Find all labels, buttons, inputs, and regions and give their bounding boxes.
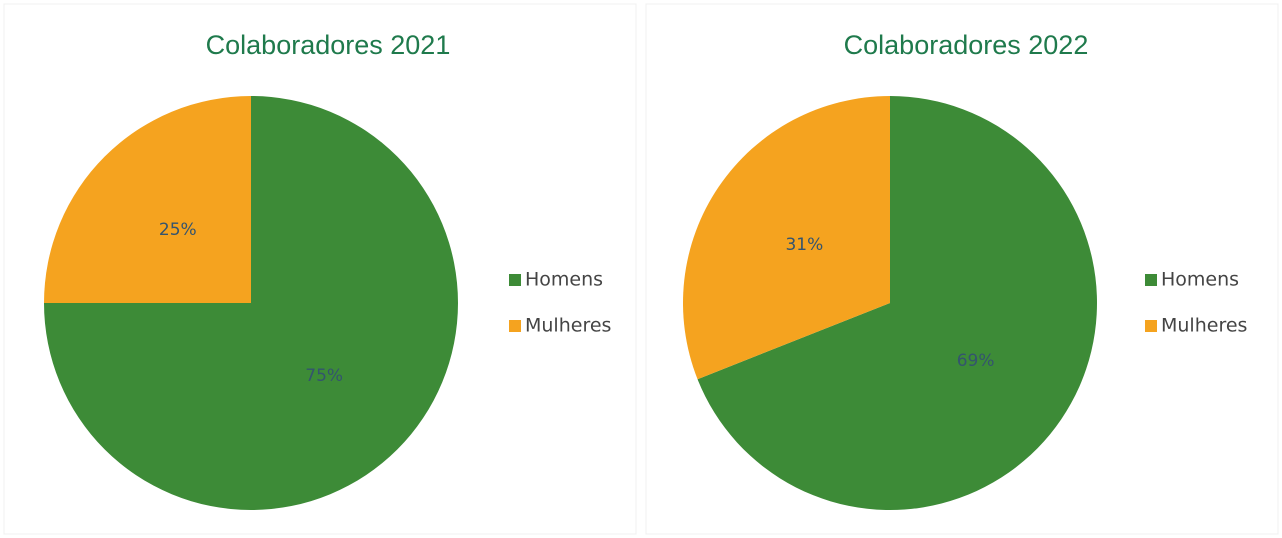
data-label: 31% — [785, 235, 823, 255]
pie-slice — [683, 96, 890, 380]
legend-label: Homens — [525, 269, 603, 291]
chart-title: Colaboradores 2021 — [206, 30, 451, 60]
pie-slice — [44, 96, 251, 303]
data-label: 69% — [957, 351, 995, 371]
chart-title: Colaboradores 2022 — [844, 30, 1089, 60]
legend-swatch — [1145, 320, 1157, 332]
legend-swatch — [509, 320, 521, 332]
legend-swatch — [1145, 274, 1157, 286]
panel — [3, 3, 637, 535]
data-label: 25% — [159, 220, 197, 240]
legend-swatch — [509, 274, 521, 286]
legend-label: Mulheres — [525, 315, 611, 337]
pie-slice — [697, 96, 1097, 511]
legend-label: Mulheres — [1161, 315, 1247, 337]
legend-label: Homens — [1161, 269, 1239, 291]
data-label: 75% — [305, 366, 343, 386]
panel — [645, 3, 1279, 535]
